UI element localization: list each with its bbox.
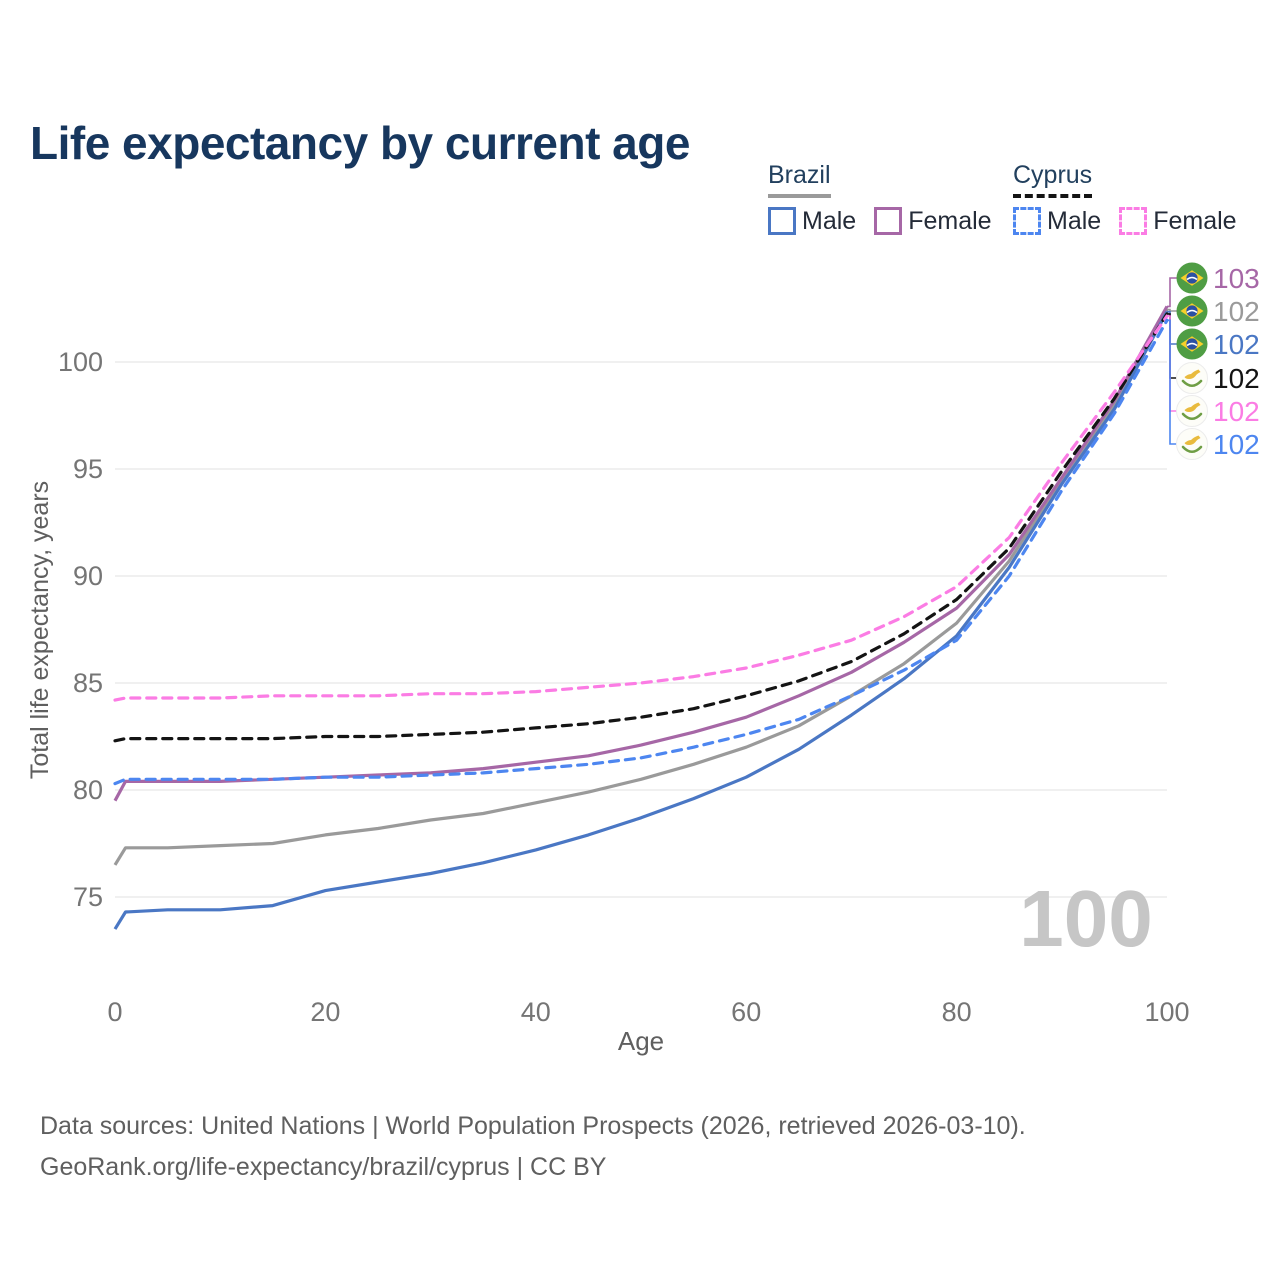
flag-band xyxy=(1186,309,1198,314)
flag-island xyxy=(1184,369,1201,379)
end-value-label-cyprus-total: 102 xyxy=(1213,363,1260,394)
flag-wreath xyxy=(1181,412,1203,421)
legend-swatch-cyprus-male xyxy=(1013,207,1041,235)
legend-item-cyprus-female[interactable]: Female xyxy=(1119,206,1237,236)
legend-group-cyprus: Cyprus Male Female xyxy=(1013,161,1255,236)
legend-label-cyprus-female: Female xyxy=(1153,206,1237,235)
watermark-age: 100 xyxy=(1019,874,1152,963)
legend-label-brazil-female: Female xyxy=(908,206,992,235)
end-value-label-cyprus-male: 102 xyxy=(1213,429,1260,460)
series-line-cyprus-male[interactable] xyxy=(113,318,1169,786)
y-tick-label-100: 100 xyxy=(58,347,103,377)
brazil-flag-icon xyxy=(1176,328,1208,360)
flag-wreath xyxy=(1181,445,1203,454)
cyprus-flag-icon xyxy=(1176,428,1208,460)
y-tick-label-90: 90 xyxy=(73,561,103,591)
end-value-label-brazil-male: 102 xyxy=(1213,329,1260,360)
flag-wreath xyxy=(1181,379,1203,388)
brazil-flag-icon xyxy=(1176,262,1208,294)
end-leader-brazil-female xyxy=(1167,277,1177,308)
legend-swatch-cyprus-female xyxy=(1119,207,1148,235)
legend-group-brazil: Brazil Male Female xyxy=(768,161,1010,236)
flag-band xyxy=(1186,276,1198,281)
legend-item-brazil-female[interactable]: Female xyxy=(874,206,992,236)
series-line-brazil-male[interactable] xyxy=(113,310,1169,930)
x-tick-label-20: 20 xyxy=(310,997,340,1027)
end-leader-brazil-total xyxy=(1167,308,1177,312)
series-line-cyprus-female[interactable] xyxy=(113,314,1169,702)
x-tick-label-0: 0 xyxy=(107,997,122,1027)
legend-header-brazil[interactable]: Brazil xyxy=(768,161,831,198)
legend-label-brazil-male: Male xyxy=(802,206,857,235)
x-tick-label-40: 40 xyxy=(521,997,551,1027)
legend-item-brazil-male[interactable]: Male xyxy=(768,207,856,236)
legend-header-cyprus[interactable]: Cyprus xyxy=(1013,161,1093,198)
flag-band xyxy=(1186,342,1198,347)
end-value-label-cyprus-female: 102 xyxy=(1213,396,1260,427)
x-tick-label-80: 80 xyxy=(942,997,972,1027)
end-value-label-brazil-female: 103 xyxy=(1213,263,1260,294)
y-axis-title: Total life expectancy, years xyxy=(26,481,54,779)
cyprus-flag-icon xyxy=(1176,362,1208,394)
y-tick-label-95: 95 xyxy=(73,454,103,484)
series-line-cyprus-total[interactable] xyxy=(113,312,1169,743)
y-tick-label-85: 85 xyxy=(73,668,103,698)
end-value-label-brazil-total: 102 xyxy=(1213,296,1260,327)
legend-label-cyprus-male: Male xyxy=(1047,206,1102,235)
legend-swatch-brazil-female xyxy=(874,207,903,235)
end-leader-cyprus-total xyxy=(1167,313,1177,379)
footer-attribution[interactable]: GeoRank.org/life-expectancy/brazil/cypru… xyxy=(40,1153,607,1181)
page-title: Life expectancy by current age xyxy=(30,116,690,169)
y-tick-label-75: 75 xyxy=(73,882,103,912)
series-line-brazil-total[interactable] xyxy=(113,308,1169,866)
y-tick-label-80: 80 xyxy=(73,775,103,805)
footer: Data sources: United Nations | World Pop… xyxy=(40,1106,1026,1188)
brazil-flag-icon xyxy=(1176,295,1208,327)
legend-item-cyprus-male[interactable]: Male xyxy=(1013,207,1101,236)
x-axis-title: Age xyxy=(618,1026,664,1056)
x-tick-label-100: 100 xyxy=(1144,997,1189,1027)
flag-island xyxy=(1184,435,1201,445)
flag-island xyxy=(1184,402,1201,412)
series-line-brazil-female[interactable] xyxy=(113,305,1169,802)
x-tick-label-60: 60 xyxy=(731,997,761,1027)
end-leader-cyprus-male xyxy=(1167,319,1177,445)
end-leader-cyprus-female xyxy=(1167,315,1177,412)
legend-items-cyprus: Male Female xyxy=(1013,207,1255,236)
footer-data-sources: Data sources: United Nations | World Pop… xyxy=(40,1112,1026,1140)
legend-items-brazil: Male Female xyxy=(768,207,1010,236)
cyprus-flag-icon xyxy=(1176,395,1208,427)
legend-swatch-brazil-male xyxy=(768,207,796,235)
